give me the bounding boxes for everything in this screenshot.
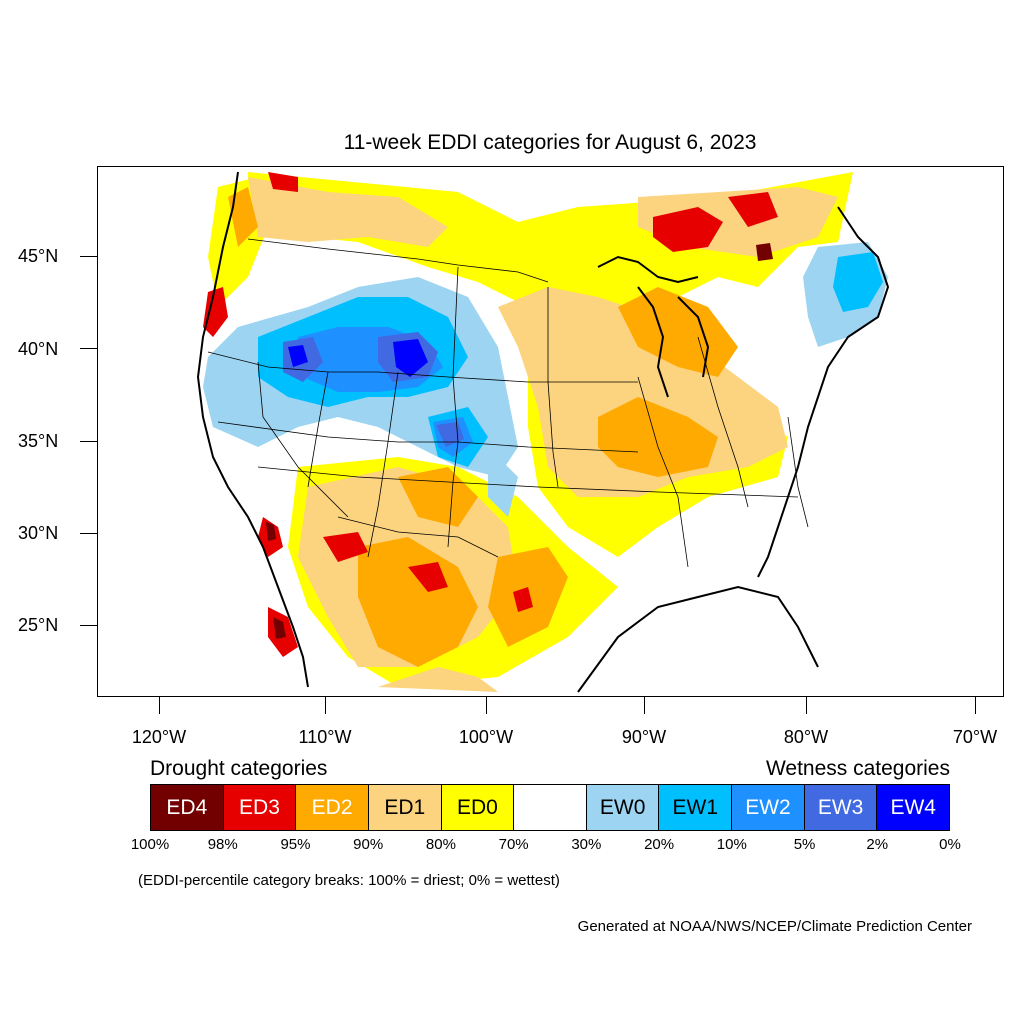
lon-label-90: 90°W: [621, 727, 667, 747]
lat-tick: [80, 256, 97, 257]
legend-box-neutral: [514, 785, 587, 830]
lon-tick: [486, 697, 487, 714]
lat-label-25: 25°N: [18, 615, 59, 635]
lon-label-80: 80°W: [783, 727, 829, 747]
ew4-areas: [288, 339, 428, 377]
legend-box-ew0: EW0: [586, 785, 660, 830]
legend-box-ed0: ED0: [441, 785, 515, 830]
legend-box-ed3: ED3: [223, 785, 297, 830]
lon-tick: [975, 697, 976, 714]
lat-label-40: 40°N: [18, 339, 59, 359]
legend-drought-heading: Drought categories: [150, 757, 328, 780]
lat-tick: [80, 533, 97, 534]
lat-tick: [80, 348, 97, 349]
legend-break-label: 100%: [130, 836, 170, 853]
lon-label-70: 70°W: [952, 727, 998, 747]
map-title: 11-week EDDI categories for August 6, 20…: [343, 131, 757, 154]
lon-label-120: 120°W: [131, 727, 187, 747]
legend-box-ed4: ED4: [151, 785, 224, 830]
ed4-areas: [266, 243, 773, 639]
lon-tick: [159, 697, 160, 714]
legend-box-ew2: EW2: [732, 785, 805, 830]
credit-line: Generated at NOAA/NWS/NCEP/Climate Predi…: [577, 918, 972, 935]
lon-tick: [806, 697, 807, 714]
legend-box-ew3: EW3: [804, 785, 878, 830]
lat-label-35: 35°N: [18, 431, 59, 451]
lat-tick: [80, 625, 97, 626]
legend-footnote: (EDDI-percentile category breaks: 100% =…: [138, 872, 560, 889]
legend-wetness-heading: Wetness categories: [765, 757, 950, 780]
legend-box-ed1: ED1: [368, 785, 442, 830]
legend-break-label: 20%: [644, 836, 675, 853]
map-frame: [97, 166, 1004, 697]
legend-break-label: 80%: [425, 836, 456, 853]
state-boundaries: [207, 238, 809, 568]
legend-break-label: 70%: [498, 836, 529, 853]
lat-label-30: 30°N: [18, 523, 59, 543]
legend-break-label: 98%: [207, 836, 238, 853]
ed2-areas: [228, 187, 738, 667]
legend-break-label: 10%: [716, 836, 747, 853]
legend-box-ew4: EW4: [877, 785, 950, 830]
lon-tick: [325, 697, 326, 714]
legend-box-ew1: EW1: [659, 785, 733, 830]
legend-break-label: 30%: [571, 836, 602, 853]
legend-break-label: 95%: [280, 836, 311, 853]
lat-tick: [80, 441, 97, 442]
eddi-map: [196, 167, 890, 693]
lon-label-110: 110°W: [298, 727, 352, 747]
legend-break-label: 90%: [353, 836, 384, 853]
legend-box-ed2: ED2: [296, 785, 369, 830]
lon-tick: [644, 697, 645, 714]
legend-break-label: 5%: [793, 836, 816, 853]
legend-break-label: 2%: [866, 836, 889, 853]
lon-label-100: 100°W: [458, 727, 514, 747]
coastline: [196, 171, 890, 693]
legend-break-label: 0%: [939, 836, 961, 853]
lat-label-45: 45°N: [18, 246, 59, 266]
legend-color-bar: ED4 ED3 ED2 ED1 ED0 EW0 EW1 EW2 EW3 EW4: [150, 784, 950, 831]
